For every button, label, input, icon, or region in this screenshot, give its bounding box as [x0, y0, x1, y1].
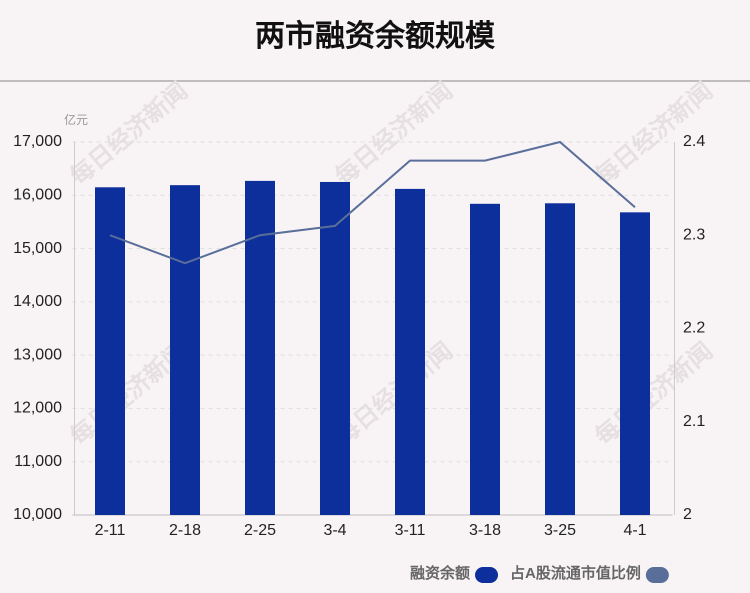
y-unit: 亿元	[64, 112, 88, 127]
y-tick-label: 14,000	[13, 293, 62, 310]
bar	[95, 187, 125, 516]
bar	[545, 203, 575, 515]
y-tick-label: 16,000	[13, 187, 62, 204]
y-tick-label: 13,000	[13, 346, 62, 363]
chart-title: 两市融资余额规模	[255, 19, 495, 53]
x-tick-label: 2-18	[169, 522, 201, 539]
x-tick-label: 3-18	[469, 522, 501, 539]
x-tick-label: 3-11	[395, 522, 426, 539]
bar	[245, 180, 275, 516]
bar	[320, 181, 350, 515]
y2-tick-label: 2.2	[683, 320, 705, 337]
bar	[620, 212, 650, 515]
x-tick-label: 3-25	[544, 522, 576, 539]
bar	[170, 185, 200, 515]
legend-swatch	[645, 567, 669, 583]
y-tick-label: 12,000	[13, 400, 62, 417]
legend-label: 融资余额	[410, 564, 470, 582]
bar	[470, 203, 500, 515]
x-tick-label: 2-25	[244, 522, 276, 539]
y2-tick-label: 2.4	[683, 133, 705, 150]
y-tick-label: 15,000	[13, 240, 62, 257]
y-tick-label: 17,000	[13, 133, 62, 150]
line	[109, 140, 636, 265]
y-tick-label: 10,000	[13, 506, 62, 523]
y2-tick-label: 2.1	[683, 413, 705, 430]
y-tick-label: 11,000	[14, 453, 62, 470]
legend-swatch	[475, 567, 499, 583]
legend-label: 占A股流通市值比例	[510, 564, 641, 582]
y2-tick-label: 2.3	[683, 226, 705, 243]
x-tick-label: 2-11	[95, 522, 126, 539]
x-tick-label: 4-1	[623, 522, 646, 539]
y2-tick-label: 2	[683, 506, 692, 523]
x-tick-label: 3-4	[323, 522, 346, 539]
bar	[395, 188, 425, 516]
